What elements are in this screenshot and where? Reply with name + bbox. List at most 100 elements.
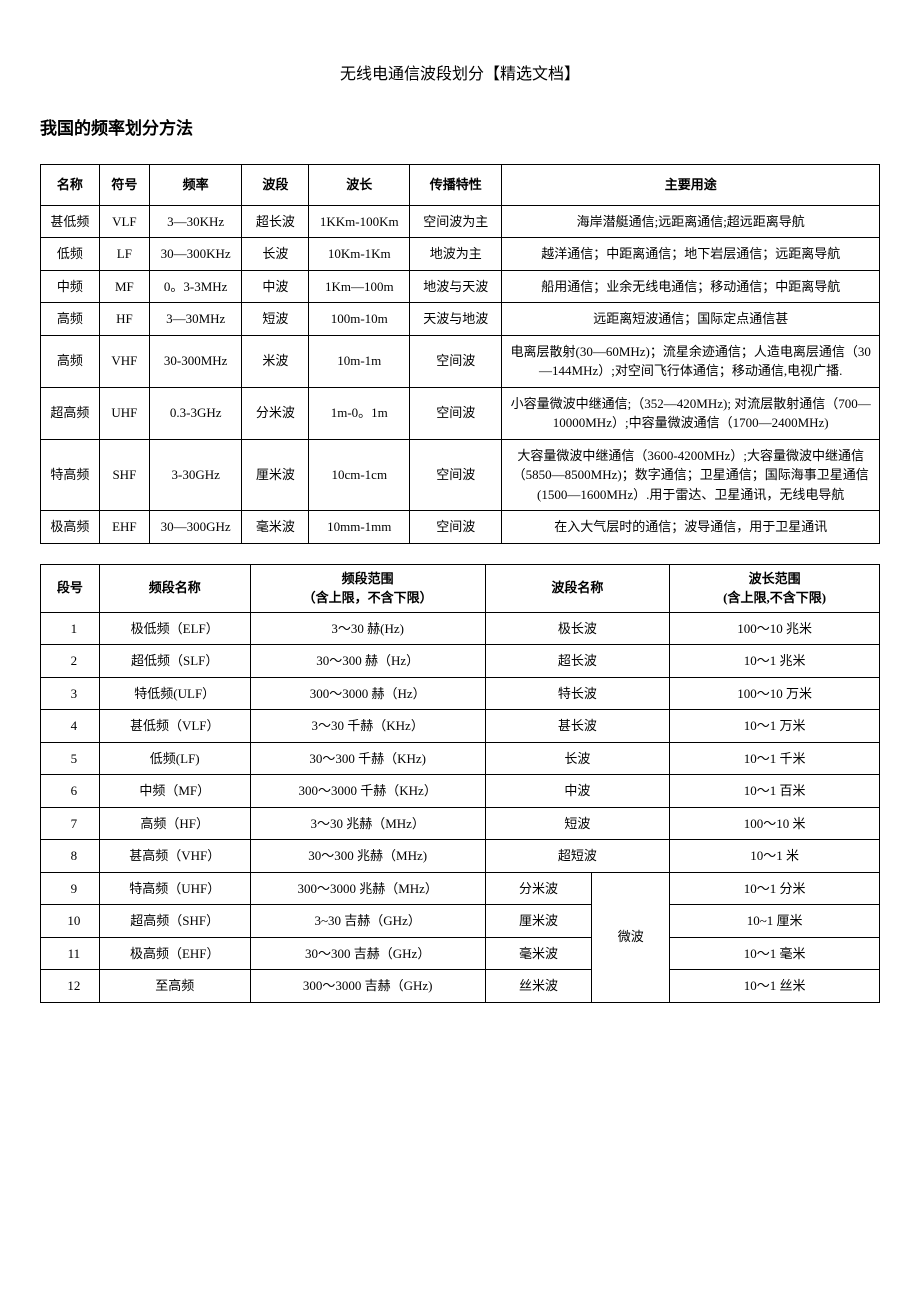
table-cell: 毫米波 xyxy=(242,511,309,544)
table-cell: 大容量微波中继通信（3600-4200MHz）;大容量微波中继通信（5850—8… xyxy=(502,439,880,511)
table-cell: 丝米波 xyxy=(485,970,592,1003)
table-cell: 100m-10m xyxy=(309,303,410,336)
table-cell: 空间波 xyxy=(410,439,502,511)
table1-header-row: 名称 符号 频率 波段 波长 传播特性 主要用途 xyxy=(41,165,880,206)
section-title: 我国的频率划分方法 xyxy=(40,114,880,139)
table-cell: 在入大气层时的通信；波导通信，用于卫星通讯 xyxy=(502,511,880,544)
table-cell: UHF xyxy=(99,387,149,439)
table-row: 甚低频VLF3—30KHz超长波1KKm-100Km空间波为主海岸潜艇通信;远距… xyxy=(41,205,880,238)
table-cell: 极高频 xyxy=(41,511,100,544)
table-cell: 特低频(ULF） xyxy=(99,677,250,710)
table-cell: 地波与天波 xyxy=(410,270,502,303)
frequency-band-table-2: 段号 频段名称 频段范围 （含上限，不含下限） 波段名称 波长范围 (含上限,不… xyxy=(40,564,880,1003)
table-cell: 0。3-3MHz xyxy=(150,270,242,303)
table-cell: 远距离短波通信；国际定点通信甚 xyxy=(502,303,880,336)
table-cell-merged: 微波 xyxy=(592,872,670,1002)
table-cell: 30～300 赫（Hz） xyxy=(250,645,485,678)
table-cell: 超长波 xyxy=(242,205,309,238)
table-cell: 8 xyxy=(41,840,100,873)
table-cell: 低频 xyxy=(41,238,100,271)
table-cell: 1Km—100m xyxy=(309,270,410,303)
table-cell: 超低频（SLF） xyxy=(99,645,250,678)
table-cell: 船用通信；业余无线电通信；移动通信；中距离导航 xyxy=(502,270,880,303)
table-cell: 10~1 厘米 xyxy=(670,905,880,938)
table-row: 极高频EHF30—300GHz毫米波10mm-1mm空间波在入大气层时的通信；波… xyxy=(41,511,880,544)
th-propagation: 传播特性 xyxy=(410,165,502,206)
th2-bandname: 波段名称 xyxy=(485,564,670,612)
table-cell: 小容量微波中继通信;（352—420MHz); 对流层散射通信（700—1000… xyxy=(502,387,880,439)
table-cell: 分米波 xyxy=(485,872,592,905)
table-cell: 厘米波 xyxy=(485,905,592,938)
th2-waverange-l1: 波长范围 xyxy=(674,569,875,589)
table-cell: EHF xyxy=(99,511,149,544)
table-row: 8甚高频（VHF）30～300 兆赫（MHz)超短波10～1 米 xyxy=(41,840,880,873)
table-cell: 10～1 毫米 xyxy=(670,937,880,970)
page-title: 无线电通信波段划分【精选文档】 xyxy=(40,60,880,84)
table-cell: 中波 xyxy=(242,270,309,303)
table-row: 超高频UHF0.3-3GHz分米波1m-0。1m空间波小容量微波中继通信;（35… xyxy=(41,387,880,439)
table2-header-row: 段号 频段名称 频段范围 （含上限，不含下限） 波段名称 波长范围 (含上限,不… xyxy=(41,564,880,612)
table-cell: 厘米波 xyxy=(242,439,309,511)
table-row: 3特低频(ULF）300～3000 赫（Hz）特长波100～10 万米 xyxy=(41,677,880,710)
table-cell: 中频 xyxy=(41,270,100,303)
table-cell: 空间波 xyxy=(410,387,502,439)
table-cell: 10～1 万米 xyxy=(670,710,880,743)
table-cell: 特高频（UHF） xyxy=(99,872,250,905)
table-row: 4甚低频（VLF）3～30 千赫（KHz）甚长波10～1 万米 xyxy=(41,710,880,743)
table-row: 1极低频（ELF）3～30 赫(Hz)极长波100～10 兆米 xyxy=(41,612,880,645)
table-cell: 6 xyxy=(41,775,100,808)
th2-segname: 频段名称 xyxy=(99,564,250,612)
table-cell: 100～10 米 xyxy=(670,807,880,840)
table-cell: 5 xyxy=(41,742,100,775)
table-cell: 10～1 百米 xyxy=(670,775,880,808)
table-cell: 短波 xyxy=(485,807,670,840)
table-cell: MF xyxy=(99,270,149,303)
table-cell: 空间波为主 xyxy=(410,205,502,238)
table-cell: 11 xyxy=(41,937,100,970)
table-row: 中频MF0。3-3MHz中波1Km—100m地波与天波船用通信；业余无线电通信；… xyxy=(41,270,880,303)
th-frequency: 频率 xyxy=(150,165,242,206)
table-cell: 10～1 米 xyxy=(670,840,880,873)
table-cell: 电离层散射(30—60MHz)；流星余迹通信；人造电离层通信（30—144MHz… xyxy=(502,335,880,387)
table-cell: 10～1 丝米 xyxy=(670,970,880,1003)
th-band: 波段 xyxy=(242,165,309,206)
th-symbol: 符号 xyxy=(99,165,149,206)
table-cell: 300～3000 吉赫（GHz) xyxy=(250,970,485,1003)
table-cell: 空间波 xyxy=(410,511,502,544)
table-cell: 高频 xyxy=(41,335,100,387)
table-row: 高频HF3—30MHz短波100m-10m天波与地波远距离短波通信；国际定点通信… xyxy=(41,303,880,336)
table-cell: 300～3000 千赫（KHz） xyxy=(250,775,485,808)
table-cell: 地波为主 xyxy=(410,238,502,271)
table-cell: 10cm-1cm xyxy=(309,439,410,511)
table-cell: 30～300 吉赫（GHz） xyxy=(250,937,485,970)
table-cell: 3 xyxy=(41,677,100,710)
table-cell: 至高频 xyxy=(99,970,250,1003)
table-cell: 海岸潜艇通信;远距离通信;超远距离导航 xyxy=(502,205,880,238)
table-cell: 天波与地波 xyxy=(410,303,502,336)
table-cell: 10mm-1mm xyxy=(309,511,410,544)
table-cell: 中波 xyxy=(485,775,670,808)
table-row: 低频LF30—300KHz长波10Km-1Km地波为主越洋通信；中距离通信；地下… xyxy=(41,238,880,271)
table-cell: 1 xyxy=(41,612,100,645)
table-cell: 100～10 兆米 xyxy=(670,612,880,645)
table-row: 特高频SHF3-30GHz厘米波10cm-1cm空间波大容量微波中继通信（360… xyxy=(41,439,880,511)
table-cell: 极长波 xyxy=(485,612,670,645)
table-row: 11极高频（EHF）30～300 吉赫（GHz）毫米波10～1 毫米 xyxy=(41,937,880,970)
table-cell: 特长波 xyxy=(485,677,670,710)
table-cell: 30～300 千赫（KHz) xyxy=(250,742,485,775)
table-cell: 3~30 吉赫（GHz） xyxy=(250,905,485,938)
table-row: 5低频(LF)30～300 千赫（KHz)长波10～1 千米 xyxy=(41,742,880,775)
table-cell: 越洋通信；中距离通信；地下岩层通信；远距离导航 xyxy=(502,238,880,271)
table-cell: 3—30MHz xyxy=(150,303,242,336)
table-cell: 7 xyxy=(41,807,100,840)
table-cell: 12 xyxy=(41,970,100,1003)
table-cell: 30—300GHz xyxy=(150,511,242,544)
table-cell: 极低频（ELF） xyxy=(99,612,250,645)
table-cell: 1KKm-100Km xyxy=(309,205,410,238)
table-cell: 10～1 兆米 xyxy=(670,645,880,678)
table-cell: 甚低频（VLF） xyxy=(99,710,250,743)
table-row: 2超低频（SLF）30～300 赫（Hz）超长波10～1 兆米 xyxy=(41,645,880,678)
table-cell: 3—30KHz xyxy=(150,205,242,238)
table-cell: 特高频 xyxy=(41,439,100,511)
table-cell: 甚长波 xyxy=(485,710,670,743)
